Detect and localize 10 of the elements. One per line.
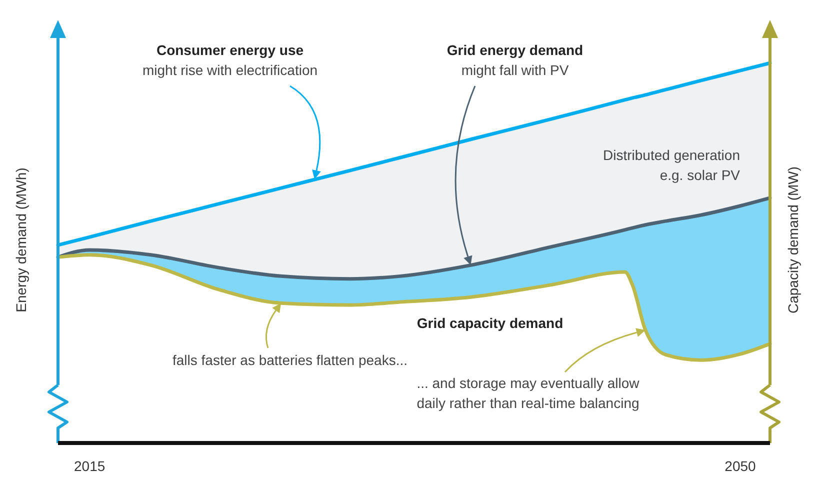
x-tick-label: 2015 bbox=[74, 458, 106, 474]
annotation: falls faster as batteries flatten peaks... bbox=[172, 352, 408, 368]
annotation: Grid energy demand might fall with PV bbox=[446, 42, 584, 78]
annotation: ... and storage may eventually allow daily rather than real-time balancing bbox=[416, 375, 640, 411]
y-axis-title: Energy demand (MWh) bbox=[13, 168, 29, 312]
y2-axis-title: Capacity demand (MW) bbox=[785, 166, 801, 314]
annotation: Distributed generation e.g. solar PV bbox=[603, 147, 741, 183]
annotation: Grid capacity demand bbox=[416, 315, 564, 331]
x-tick-label: 2050 bbox=[724, 458, 756, 474]
annotation: Consumer energy use might rise with electrification bbox=[142, 42, 318, 78]
